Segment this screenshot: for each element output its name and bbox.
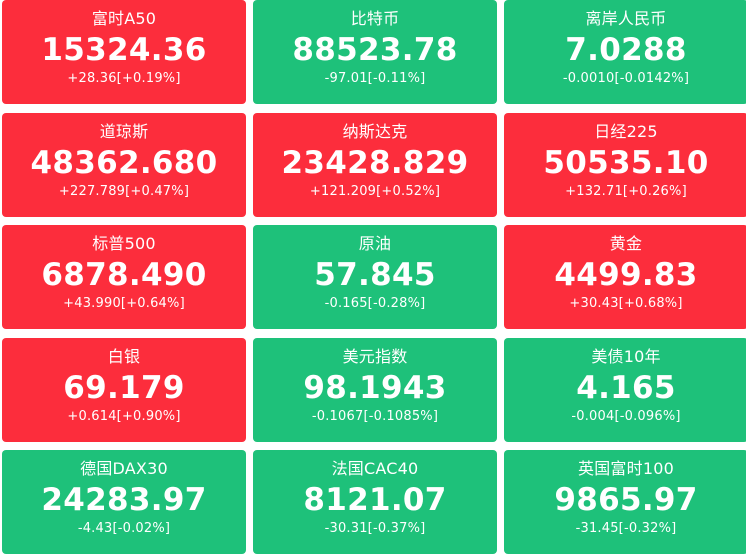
- quote-change: -97.01[-0.11%]: [324, 71, 426, 86]
- quote-change: -0.004[-0.096%]: [571, 408, 681, 424]
- quote-name: 富时A50: [91, 9, 157, 28]
- quote-name: 美元指数: [342, 346, 408, 366]
- quote-name: 纳斯达克: [342, 121, 408, 141]
- quote-price: 4499.83: [554, 257, 698, 293]
- quote-tile[interactable]: 英国富时100 9865.97 -31.45[-0.32%]: [504, 450, 746, 554]
- quote-tile[interactable]: 法国CAC40 8121.07 -30.31[-0.37%]: [253, 450, 497, 554]
- quote-change: +43.990[+0.64%]: [63, 296, 185, 311]
- quote-name: 美债10年: [591, 346, 661, 366]
- quote-name: 黄金: [609, 234, 643, 253]
- quote-name: 比特币: [350, 9, 400, 28]
- quote-change: -4.43[-0.02%]: [77, 521, 171, 536]
- quote-price: 50535.10: [543, 144, 709, 181]
- quote-price: 8121.07: [303, 482, 447, 518]
- quote-change: +28.36[+0.19%]: [67, 71, 181, 86]
- quote-price: 88523.78: [292, 32, 458, 68]
- quote-change: +227.789[+0.47%]: [58, 183, 190, 199]
- quote-price: 7.0288: [565, 32, 687, 68]
- quote-change: -30.31[-0.37%]: [324, 521, 426, 536]
- quote-price: 48362.680: [30, 144, 218, 181]
- quote-tile[interactable]: 美债10年 4.165 -0.004[-0.096%]: [504, 337, 746, 442]
- quote-name: 英国富时100: [578, 459, 674, 478]
- quote-price: 98.1943: [303, 369, 447, 406]
- quote-tile[interactable]: 德国DAX30 24283.97 -4.43[-0.02%]: [2, 450, 246, 554]
- quote-tile[interactable]: 纳斯达克 23428.829 +121.209[+0.52%]: [253, 112, 497, 217]
- quote-name: 德国DAX30: [80, 459, 168, 478]
- quote-name: 原油: [358, 234, 392, 253]
- quote-name: 道琼斯: [99, 121, 149, 141]
- quote-tile[interactable]: 比特币 88523.78 -97.01[-0.11%]: [253, 0, 497, 104]
- quote-price: 6878.490: [41, 257, 207, 293]
- quote-price: 69.179: [63, 369, 185, 406]
- quote-tile[interactable]: 美元指数 98.1943 -0.1067[-0.1085%]: [253, 337, 497, 442]
- quote-change: +30.43[+0.68%]: [569, 296, 683, 311]
- quote-change: -0.165[-0.28%]: [324, 296, 426, 311]
- quote-price: 57.845: [314, 257, 436, 293]
- quote-name: 标普500: [92, 234, 156, 253]
- quote-change: +121.209[+0.52%]: [309, 183, 441, 199]
- quote-tile[interactable]: 道琼斯 48362.680 +227.789[+0.47%]: [2, 112, 246, 217]
- quote-name: 离岸人民币: [585, 9, 667, 28]
- quote-tile[interactable]: 标普500 6878.490 +43.990[+0.64%]: [2, 225, 246, 329]
- quote-tile[interactable]: 富时A50 15324.36 +28.36[+0.19%]: [2, 0, 246, 104]
- quote-tile[interactable]: 离岸人民币 7.0288 -0.0010[-0.0142%]: [504, 0, 746, 104]
- quote-tile[interactable]: 黄金 4499.83 +30.43[+0.68%]: [504, 225, 746, 329]
- quote-change: -31.45[-0.32%]: [575, 521, 677, 536]
- quote-name: 白银: [107, 346, 141, 366]
- quote-change: +132.71[+0.26%]: [565, 183, 687, 199]
- quote-tile[interactable]: 白银 69.179 +0.614[+0.90%]: [2, 337, 246, 442]
- quote-name: 日经225: [594, 121, 658, 141]
- quote-price: 9865.97: [554, 482, 698, 518]
- quote-change: -0.1067[-0.1085%]: [311, 408, 439, 424]
- quote-tile[interactable]: 原油 57.845 -0.165[-0.28%]: [253, 225, 497, 329]
- quote-price: 24283.97: [41, 482, 207, 518]
- quote-price: 15324.36: [41, 32, 207, 68]
- quote-price: 4.165: [576, 369, 676, 406]
- quote-change: +0.614[+0.90%]: [67, 408, 181, 424]
- quote-name: 法国CAC40: [331, 459, 419, 478]
- quote-price: 23428.829: [281, 144, 469, 181]
- quote-change: -0.0010[-0.0142%]: [562, 71, 690, 86]
- quote-tile[interactable]: 日经225 50535.10 +132.71[+0.26%]: [504, 112, 746, 217]
